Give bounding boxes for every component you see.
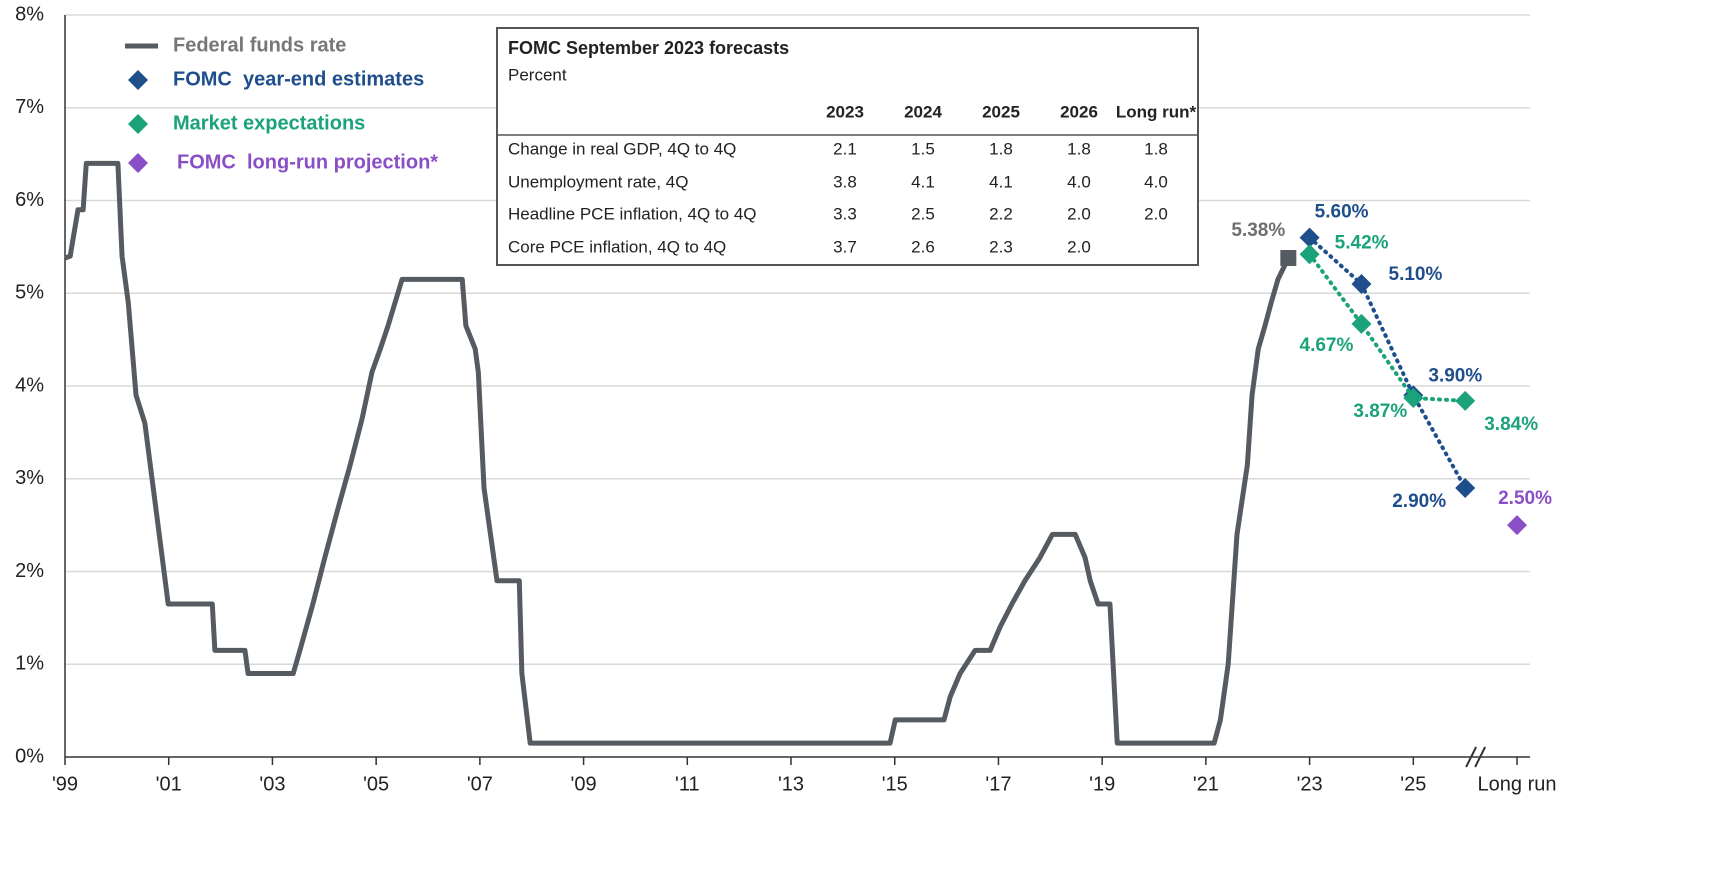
table-cell: 2.6 [911, 237, 935, 256]
legend-swatch [128, 70, 148, 90]
diamond-marker [1455, 390, 1476, 411]
forecast-table: FOMC September 2023 forecasts Percent 20… [496, 27, 1199, 266]
y-tick-label: 3% [15, 467, 44, 489]
table-col-header: 2023 [826, 102, 864, 121]
table-row-label: Unemployment rate, 4Q [508, 172, 688, 191]
legend-swatch [128, 153, 148, 173]
projection-line [1307, 252, 1468, 403]
x-tick-label: '17 [985, 773, 1011, 795]
y-tick-label: 0% [15, 745, 44, 767]
table-row-label: Change in real GDP, 4Q to 4Q [508, 139, 736, 158]
y-tick-label: 7% [15, 96, 44, 118]
plot: 5.38% 5.60% 5.10% 3.90% 2.90% 5.42% 4.67% 3.87%… [64, 160, 1552, 746]
table-cell: 1.5 [911, 139, 935, 158]
x-tick-label: '15 [882, 773, 908, 795]
x-tick-label: '11 [675, 773, 700, 795]
x-tick-label: '21 [1193, 773, 1219, 795]
legend-label: Market expectations [173, 112, 365, 134]
diamond-marker [1507, 515, 1528, 536]
table-col-header: Long run* [1116, 102, 1197, 121]
last-value-label: 5.38% [1231, 220, 1285, 241]
y-tick-label: 2% [15, 560, 44, 582]
axis-break [1465, 746, 1478, 768]
table-col-header: 2026 [1060, 102, 1098, 121]
table-cell: 4.0 [1067, 172, 1091, 191]
x-tick-label: '03 [259, 773, 285, 795]
projection-line [1307, 235, 1468, 491]
x-tick-label: '01 [156, 773, 182, 795]
legend: Federal funds rate FOMC year-end estimate… [125, 34, 438, 173]
data-label: 3.90% [1428, 365, 1482, 386]
table-row-label: Headline PCE inflation, 4Q to 4Q [508, 204, 757, 223]
data-label: 3.84% [1484, 414, 1538, 435]
table-cell: 3.3 [833, 204, 857, 223]
x-tick-label: '19 [1089, 773, 1115, 795]
data-label: 5.10% [1389, 264, 1443, 285]
table-cell: 1.8 [989, 139, 1013, 158]
table-cell: 2.0 [1144, 204, 1168, 223]
data-label: 4.67% [1300, 335, 1354, 356]
diamond-marker [1351, 313, 1372, 334]
table-subtitle: Percent [508, 65, 567, 84]
legend-swatch [128, 114, 148, 134]
table-cell: 2.2 [989, 204, 1013, 223]
table-cell: 2.1 [833, 139, 857, 158]
data-label: 3.87% [1353, 401, 1407, 422]
table-cell: 1.8 [1144, 139, 1168, 158]
y-tick-label: 1% [15, 653, 44, 675]
table-col-header: 2024 [904, 102, 942, 121]
x-tick-label: '23 [1297, 773, 1323, 795]
y-tick-label: 4% [15, 374, 44, 396]
table-cell: 4.1 [911, 172, 935, 191]
y-tick-label: 5% [15, 282, 44, 304]
x-tick-label: '99 [52, 773, 78, 795]
y-tick-label: 6% [15, 189, 44, 211]
table-col-header: 2025 [982, 102, 1020, 121]
table-cell: 3.7 [833, 237, 857, 256]
x-tick-label: '13 [778, 773, 804, 795]
x-tick-label: '05 [363, 773, 389, 795]
table-cell: 1.8 [1067, 139, 1091, 158]
table-cell: 3.8 [833, 172, 857, 191]
legend-label: Federal funds rate [173, 34, 346, 56]
axis-break [1474, 746, 1487, 768]
x-tick-label: '07 [467, 773, 493, 795]
last-value-marker [1280, 250, 1297, 267]
data-label: 2.50% [1498, 488, 1552, 509]
x-tick-label: Long run [1478, 773, 1557, 795]
table-cell: 4.0 [1144, 172, 1168, 191]
table-cell: 2.0 [1067, 204, 1091, 223]
diamond-marker [1299, 227, 1320, 248]
data-label: 5.42% [1335, 232, 1389, 253]
data-label: 5.60% [1315, 202, 1369, 223]
x-tick-label: '25 [1400, 773, 1426, 795]
y-tick-label: 8% [15, 3, 44, 25]
table-row-label: Core PCE inflation, 4Q to 4Q [508, 237, 726, 256]
table-cell: 2.3 [989, 237, 1013, 256]
diamond-marker [1299, 244, 1320, 265]
x-tick-label: '09 [571, 773, 597, 795]
table-cell: 2.0 [1067, 237, 1091, 256]
data-label: 2.90% [1392, 491, 1446, 512]
table-box [496, 27, 1199, 266]
legend-label: FOMC long-run projection* [177, 151, 438, 173]
table-title: FOMC September 2023 forecasts [508, 38, 789, 58]
fed-funds-line [64, 160, 1291, 746]
legend-label: FOMC year-end estimates [173, 68, 424, 90]
table-cell: 2.5 [911, 204, 935, 223]
diamond-marker [1403, 388, 1424, 409]
diamond-marker [1455, 478, 1476, 499]
axes: 0% 1% 2% 3% 4% 5% 6% 7% 8% '99 '01 '03 '05 '07 '09 '11 '… [15, 3, 1556, 795]
table-cell: 4.1 [989, 172, 1013, 191]
diamond-marker [1351, 273, 1372, 294]
